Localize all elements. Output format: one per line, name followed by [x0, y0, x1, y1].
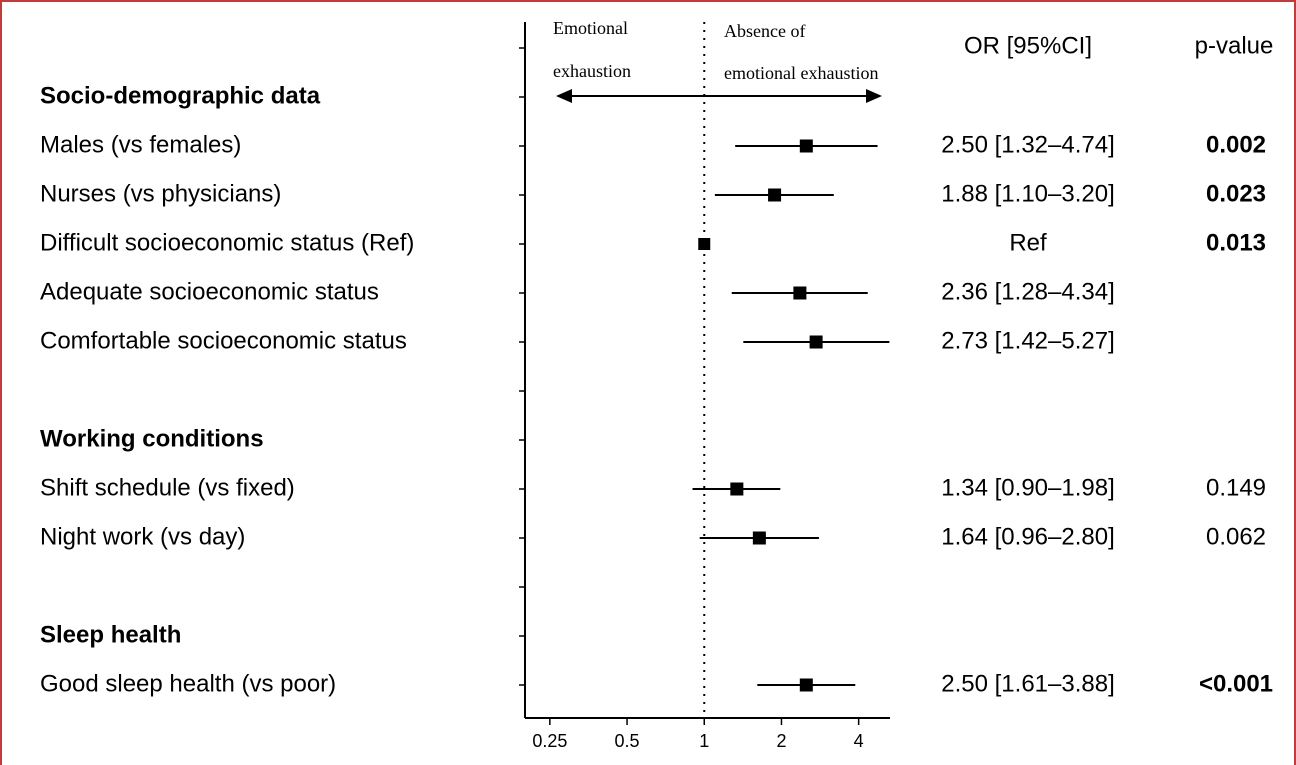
p-value: 0.062 — [1206, 523, 1266, 550]
or-value: 2.36 [1.28–4.34] — [941, 278, 1114, 305]
point-estimate — [809, 335, 823, 349]
x-tick-label: 1 — [699, 731, 709, 751]
row-label: Difficult socioeconomic status (Ref) — [40, 229, 414, 256]
row-label: Adequate socioeconomic status — [40, 278, 379, 305]
or-value: 1.34 [0.90–1.98] — [941, 474, 1114, 501]
direction-label-right: emotional exhaustion — [724, 63, 878, 83]
or-value: 2.50 [1.32–4.74] — [941, 131, 1114, 158]
or-value: Ref — [1009, 229, 1047, 256]
row-label: Good sleep health (vs poor) — [40, 670, 336, 697]
row-label: Shift schedule (vs fixed) — [40, 474, 295, 501]
direction-arrow-left-head — [556, 89, 572, 103]
point-estimate — [799, 678, 813, 692]
p-value: 0.023 — [1206, 180, 1266, 207]
row-label: Comfortable socioeconomic status — [40, 327, 407, 354]
row-label: Nurses (vs physicians) — [40, 180, 281, 207]
point-estimate — [698, 238, 711, 250]
p-value: <0.001 — [1199, 670, 1273, 697]
p-value: 0.149 — [1206, 474, 1266, 501]
or-column-header: OR [95%CI] — [964, 32, 1092, 59]
or-value: 2.73 [1.42–5.27] — [941, 327, 1114, 354]
or-value: 1.64 [0.96–2.80] — [941, 523, 1114, 550]
direction-label-right: Absence of — [724, 21, 805, 41]
section-header: Socio-demographic data — [40, 82, 321, 109]
section-header: Working conditions — [40, 425, 264, 452]
direction-label-left: exhaustion — [553, 61, 631, 81]
row-label: Males (vs females) — [40, 131, 241, 158]
x-tick-label: 0.5 — [615, 731, 640, 751]
point-estimate — [799, 139, 813, 153]
point-estimate — [768, 188, 782, 202]
x-tick-label: 2 — [776, 731, 786, 751]
point-estimate — [793, 286, 807, 300]
direction-arrow-right-head — [866, 89, 882, 103]
p-column-header: p-value — [1195, 32, 1274, 59]
point-estimate — [730, 482, 744, 496]
p-value: 0.013 — [1206, 229, 1266, 256]
or-value: 1.88 [1.10–3.20] — [941, 180, 1114, 207]
direction-label-left: Emotional — [553, 18, 628, 38]
section-header: Sleep health — [40, 621, 181, 648]
x-tick-label: 0.25 — [532, 731, 567, 751]
point-estimate — [752, 531, 766, 545]
or-value: 2.50 [1.61–3.88] — [941, 670, 1114, 697]
row-label: Night work (vs day) — [40, 523, 245, 550]
p-value: 0.002 — [1206, 131, 1266, 158]
x-tick-label: 4 — [854, 731, 864, 751]
